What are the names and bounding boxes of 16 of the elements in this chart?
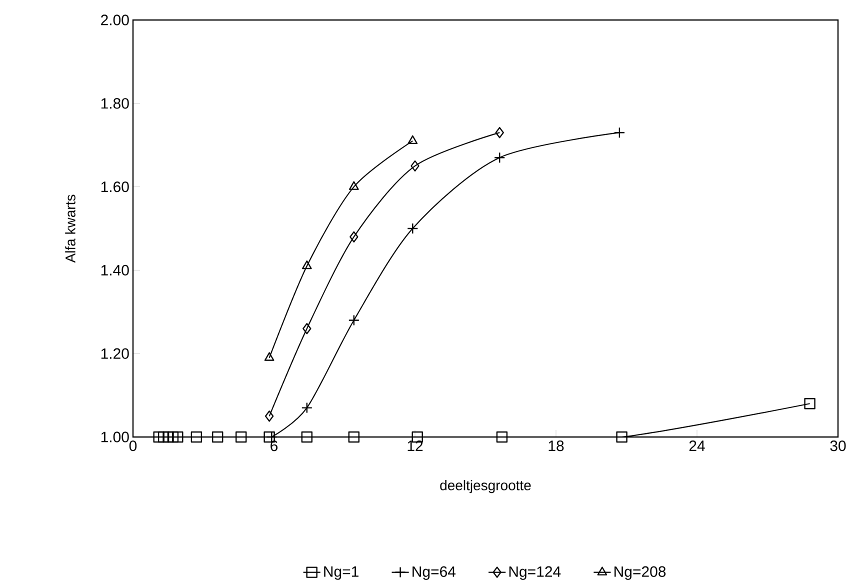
x-tick-label: 30 [830,440,846,452]
legend-label: Ng=1 [324,566,358,580]
y-axis-title: Alfa kwarts [65,194,76,263]
x-axis-title: deeltjesgrootte [440,480,531,494]
y-tick-label: 1.00 [101,432,129,442]
y-tick-label: 1.40 [101,264,129,276]
legend-label: Ng=124 [509,566,561,580]
y-tick-label: 1.80 [101,98,129,109]
y-tick-label: 2.00 [101,14,129,26]
y-tick-label: 1.20 [101,348,129,359]
legend-label: Ng=208 [614,566,666,580]
x-tick-label: 18 [548,440,564,452]
legend-label: Ng=64 [412,566,456,580]
x-tick-label: 0 [129,440,137,452]
x-tick-label: 24 [689,440,705,452]
y-tick-label: 1.60 [101,181,129,192]
